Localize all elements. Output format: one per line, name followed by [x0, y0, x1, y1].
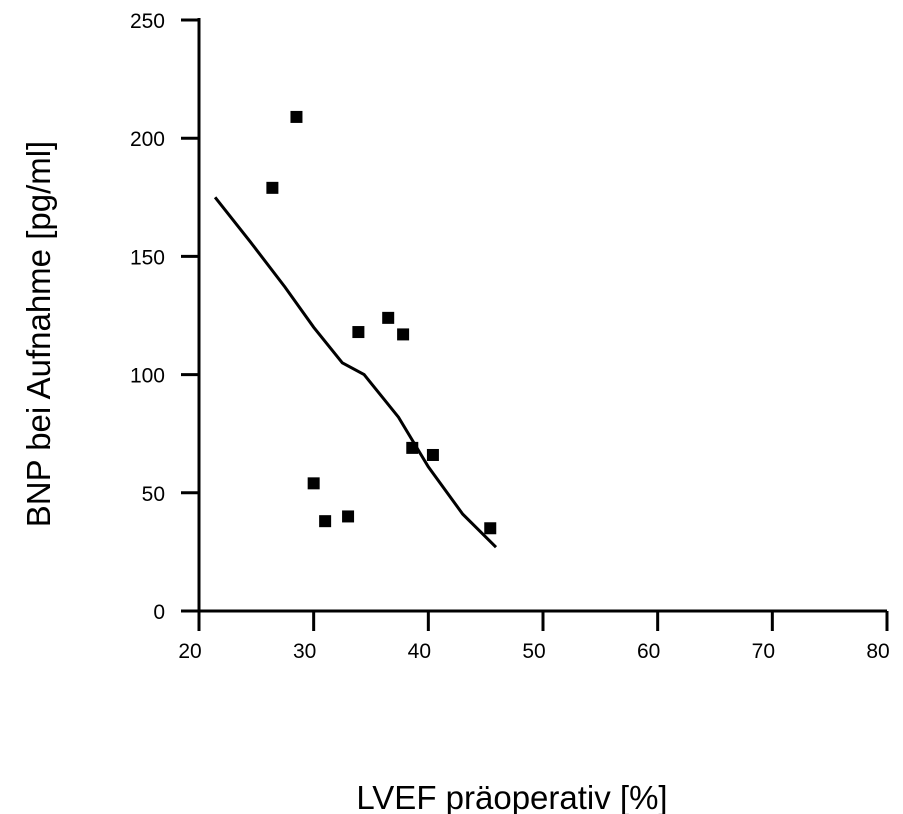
y-tick-label: 150 [130, 246, 165, 269]
regression-line [213, 196, 498, 549]
x-tick-label: 80 [866, 640, 889, 663]
x-tick-label: 30 [293, 640, 316, 663]
x-tick-label: 70 [752, 640, 775, 663]
axes [197, 18, 887, 613]
x-tick-label: 40 [408, 640, 431, 663]
data-point [426, 448, 439, 461]
x-axis-title: LVEF präoperativ [%] [356, 779, 667, 814]
y-tick-label: 0 [153, 601, 165, 624]
x-tick-label: 60 [637, 640, 660, 663]
x-ticks: 20 30 40 50 60 70 80 [178, 611, 890, 663]
x-tick-label: 50 [522, 640, 545, 663]
regression-line-group [213, 196, 498, 549]
y-tick-label: 200 [130, 128, 165, 151]
data-point [307, 477, 320, 490]
data-point [342, 510, 355, 523]
data-point [266, 181, 279, 194]
data-point [319, 515, 332, 528]
data-point [352, 326, 365, 339]
scatter-points [266, 110, 497, 535]
data-point [382, 311, 395, 324]
data-point [290, 110, 303, 123]
y-ticks: 0 50 100 150 200 250 [130, 10, 199, 624]
y-tick-label: 250 [130, 10, 165, 33]
y-tick-label: 100 [130, 365, 165, 388]
x-tick-label: 20 [178, 640, 201, 663]
y-axis-title: BNP bei Aufnahme [pg/ml] [20, 141, 57, 527]
y-tick-label: 50 [142, 483, 165, 506]
data-point [406, 441, 419, 454]
data-point [397, 328, 410, 341]
data-point [484, 522, 497, 535]
